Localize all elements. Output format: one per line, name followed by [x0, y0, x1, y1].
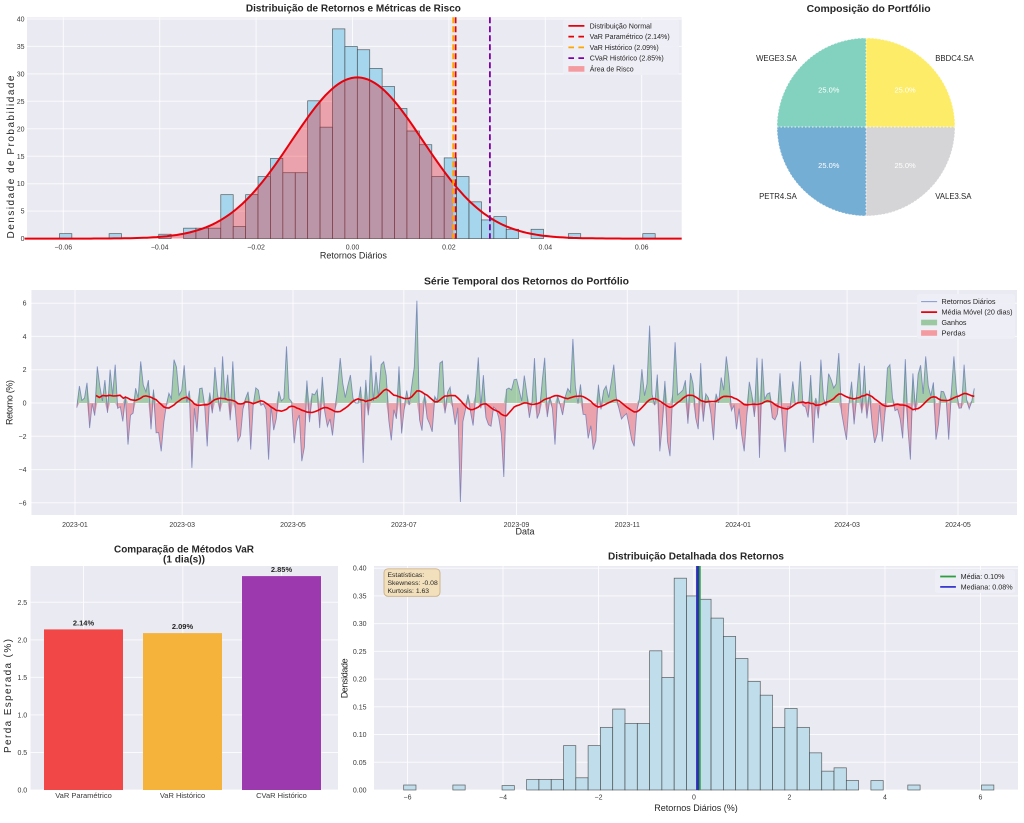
svg-text:15: 15 [17, 154, 25, 161]
svg-text:2.85%: 2.85% [271, 565, 293, 574]
svg-text:30: 30 [17, 71, 25, 78]
svg-text:0.02: 0.02 [442, 245, 456, 252]
svg-text:2023-09: 2023-09 [504, 522, 530, 529]
svg-text:2023-11: 2023-11 [615, 522, 640, 529]
svg-text:Distribuição Normal: Distribuição Normal [590, 23, 652, 30]
svg-text:Estatísticas:: Estatísticas: [388, 572, 425, 579]
svg-text:Densidade: Densidade [339, 658, 349, 698]
svg-text:PETR4.SA: PETR4.SA [759, 192, 797, 201]
svg-text:0.0: 0.0 [17, 788, 27, 795]
svg-text:4: 4 [23, 334, 27, 341]
svg-text:−2: −2 [19, 434, 27, 441]
svg-text:0.00: 0.00 [346, 245, 360, 252]
svg-text:0: 0 [692, 795, 696, 802]
svg-text:Média: 0.10%: Média: 0.10% [961, 574, 1005, 581]
svg-text:2023-01: 2023-01 [62, 522, 88, 529]
svg-text:2.5: 2.5 [17, 600, 27, 607]
svg-text:1.5: 1.5 [17, 675, 27, 682]
svg-text:VaR Paramétrico: VaR Paramétrico [55, 791, 112, 800]
svg-text:0.25: 0.25 [353, 649, 367, 656]
svg-text:0.04: 0.04 [538, 245, 552, 252]
svg-text:10: 10 [17, 181, 25, 188]
svg-text:Retorno (%): Retorno (%) [4, 380, 14, 425]
svg-text:0.15: 0.15 [353, 704, 367, 711]
svg-text:−0.02: −0.02 [247, 245, 265, 252]
svg-text:Retornos Diários: Retornos Diários [320, 251, 388, 261]
svg-text:Ganhos: Ganhos [942, 320, 967, 327]
svg-text:CVaR Histórico (2.85%): CVaR Histórico (2.85%) [590, 56, 664, 63]
svg-text:0.06: 0.06 [635, 245, 649, 252]
svg-text:2024-01: 2024-01 [725, 522, 751, 529]
svg-text:2.0: 2.0 [17, 637, 27, 644]
svg-text:2: 2 [23, 367, 27, 374]
svg-text:2023-05: 2023-05 [280, 522, 306, 529]
svg-text:0.05: 0.05 [353, 760, 367, 767]
svg-text:Retornos Diários: Retornos Diários [942, 299, 997, 306]
svg-text:6: 6 [979, 795, 983, 802]
svg-text:Composição do Portfólio: Composição do Portfólio [807, 3, 931, 15]
svg-text:0.30: 0.30 [353, 621, 367, 628]
svg-text:25.0%: 25.0% [894, 85, 916, 94]
svg-text:Data: Data [515, 527, 534, 537]
svg-text:0: 0 [23, 401, 27, 408]
svg-text:WEGE3.SA: WEGE3.SA [756, 54, 798, 63]
svg-text:25.0%: 25.0% [818, 161, 840, 170]
svg-text:2023-03: 2023-03 [169, 522, 195, 529]
svg-text:2.14%: 2.14% [73, 618, 95, 627]
svg-text:Distribuição de Retornos e Mét: Distribuição de Retornos e Métricas de R… [246, 3, 461, 15]
svg-text:Área de Risco: Área de Risco [590, 64, 634, 73]
svg-text:−4: −4 [19, 467, 27, 474]
svg-text:Retornos Diários (%): Retornos Diários (%) [654, 803, 738, 813]
svg-text:Densidade de Probabilidade: Densidade de Probabilidade [6, 75, 17, 238]
svg-text:Perda Esperada (%): Perda Esperada (%) [3, 639, 14, 753]
svg-text:0.00: 0.00 [353, 788, 367, 795]
svg-text:VALE3.SA: VALE3.SA [935, 192, 972, 201]
svg-text:0.40: 0.40 [353, 566, 367, 573]
svg-text:25: 25 [17, 99, 25, 106]
svg-text:0.5: 0.5 [17, 750, 27, 757]
svg-text:6: 6 [23, 301, 27, 308]
svg-text:−4: −4 [499, 795, 507, 802]
svg-text:0.10: 0.10 [353, 732, 367, 739]
svg-text:5: 5 [21, 209, 25, 216]
svg-text:Comparação de Métodos VaR: Comparação de Métodos VaR [114, 544, 254, 556]
svg-text:−0.06: −0.06 [54, 245, 72, 252]
svg-text:CVaR Histórico: CVaR Histórico [256, 791, 307, 800]
svg-text:2.09%: 2.09% [172, 622, 194, 631]
svg-text:0.35: 0.35 [353, 593, 367, 600]
svg-text:4: 4 [883, 795, 887, 802]
svg-text:0.20: 0.20 [353, 677, 367, 684]
svg-text:40: 40 [17, 17, 25, 24]
svg-text:BBDC4.SA: BBDC4.SA [935, 54, 974, 63]
svg-text:Média Móvel (20 dias): Média Móvel (20 dias) [942, 309, 1013, 316]
svg-text:Mediana: 0.08%: Mediana: 0.08% [961, 584, 1013, 591]
svg-text:Distribuição Detalhada dos Ret: Distribuição Detalhada dos Retornos [608, 550, 784, 562]
svg-text:35: 35 [17, 44, 25, 51]
svg-text:−0.04: −0.04 [151, 245, 169, 252]
svg-text:−6: −6 [404, 795, 412, 802]
svg-text:2023-07: 2023-07 [391, 522, 417, 529]
svg-text:0: 0 [21, 236, 25, 243]
svg-text:VaR Histórico (2.09%): VaR Histórico (2.09%) [590, 45, 659, 52]
svg-text:VaR Paramétrico (2.14%): VaR Paramétrico (2.14%) [590, 34, 670, 41]
svg-text:Kurtosis: 1.63: Kurtosis: 1.63 [388, 588, 430, 595]
svg-text:2: 2 [788, 795, 792, 802]
svg-text:(1 dia(s)): (1 dia(s)) [163, 554, 205, 566]
svg-text:Série Temporal dos Retornos do: Série Temporal dos Retornos do Portfólio [424, 275, 629, 287]
svg-text:−6: −6 [19, 500, 27, 507]
svg-text:1.0: 1.0 [17, 712, 27, 719]
svg-text:20: 20 [17, 126, 25, 133]
svg-text:2024-05: 2024-05 [945, 522, 971, 529]
svg-text:VaR Histórico: VaR Histórico [160, 791, 205, 800]
svg-text:Skewness: -0.08: Skewness: -0.08 [388, 580, 438, 587]
svg-text:2024-03: 2024-03 [834, 522, 860, 529]
svg-text:25.0%: 25.0% [818, 85, 840, 94]
svg-text:−2: −2 [595, 795, 603, 802]
svg-text:25.0%: 25.0% [894, 161, 916, 170]
svg-text:Perdas: Perdas [942, 330, 967, 337]
